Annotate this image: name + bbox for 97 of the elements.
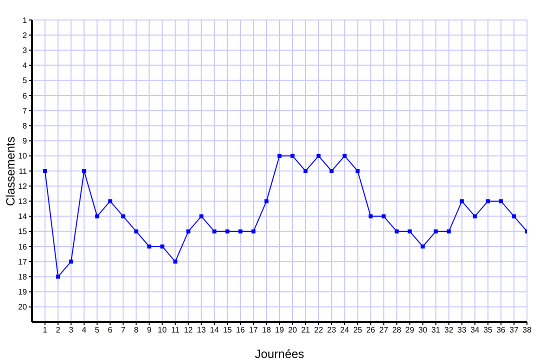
x-tick-label: 34 <box>470 326 480 335</box>
y-tick-label: 11 <box>18 166 28 176</box>
x-tick-label: 32 <box>444 326 454 335</box>
point <box>173 260 178 264</box>
point <box>356 169 360 173</box>
point <box>264 199 268 204</box>
x-tick-label: 2 <box>56 326 61 335</box>
y-tick-label: 20 <box>18 302 28 312</box>
x-tick-label: 19 <box>275 326 284 335</box>
point <box>69 260 74 264</box>
point <box>108 199 112 204</box>
x-tick-label: 14 <box>210 326 220 335</box>
point <box>212 229 216 234</box>
x-tick-label: 12 <box>184 326 194 335</box>
point <box>278 154 282 158</box>
point <box>342 154 347 158</box>
x-tick-label: 21 <box>301 326 311 335</box>
point <box>394 229 399 234</box>
x-tick-label: 4 <box>82 326 87 335</box>
point <box>420 244 425 248</box>
x-tick-label: 6 <box>108 326 113 335</box>
x-tick-label: 36 <box>496 326 506 335</box>
x-tick-label: 11 <box>171 326 180 335</box>
x-tick-label: 37 <box>510 326 519 335</box>
point <box>368 214 373 218</box>
y-tick-label: 10 <box>18 152 28 161</box>
point <box>486 199 490 204</box>
point <box>498 199 503 204</box>
x-tick-label: 22 <box>314 326 324 335</box>
x-tick-label: 25 <box>353 326 363 335</box>
y-tick-label: 4 <box>22 61 28 70</box>
x-tick-label: 3 <box>68 326 74 335</box>
y-tick-label: 16 <box>18 242 28 252</box>
point <box>316 154 321 158</box>
x-tick-label: 16 <box>236 326 246 335</box>
point <box>330 169 334 173</box>
point <box>199 214 204 218</box>
y-tick-label: 3 <box>22 46 28 56</box>
y-tick-label: 14 <box>18 212 28 222</box>
x-tick-label: 18 <box>262 326 272 335</box>
point <box>147 244 152 248</box>
x-tick-label: 27 <box>379 326 389 335</box>
y-tick-label: 6 <box>22 91 28 100</box>
x-tick-label: 20 <box>288 326 298 335</box>
x-tick-label: 13 <box>196 326 206 335</box>
x-tick-label: 23 <box>327 326 337 335</box>
y-tick-label: 2 <box>22 30 28 40</box>
x-tick-label: 24 <box>340 326 350 335</box>
x-tick-label: 5 <box>94 326 100 335</box>
point <box>408 229 412 234</box>
point <box>290 154 295 158</box>
point <box>434 229 438 234</box>
y-tick-label: 15 <box>18 227 28 236</box>
x-tick-label: 15 <box>222 326 232 335</box>
point <box>134 229 138 234</box>
x-tick-label: 35 <box>483 326 493 335</box>
x-tick-label: 10 <box>158 326 168 335</box>
x-tick-label: 33 <box>457 326 467 335</box>
x-tick-label: 26 <box>366 326 376 335</box>
y-tick-label: 1 <box>22 16 28 25</box>
x-tick-label: 8 <box>134 326 139 335</box>
point <box>251 229 256 234</box>
point <box>56 274 60 279</box>
point <box>186 229 190 234</box>
point <box>43 169 48 173</box>
x-tick-label: 38 <box>522 326 532 335</box>
point <box>304 169 308 173</box>
point <box>460 199 464 204</box>
point <box>82 169 86 173</box>
x-tick-label: 31 <box>431 326 441 335</box>
x-tick-label: 29 <box>405 326 415 335</box>
x-tick-label: 1 <box>42 326 48 335</box>
y-tick-label: 9 <box>22 136 28 146</box>
y-tick-label: 8 <box>22 122 28 131</box>
y-tick-label: 12 <box>18 182 28 191</box>
y-tick-label: 7 <box>22 106 28 116</box>
point <box>512 214 516 218</box>
y-tick-label: 5 <box>22 76 28 86</box>
y-tick-label: 19 <box>18 288 28 297</box>
x-tick-label: 28 <box>392 326 402 335</box>
point <box>225 229 230 234</box>
x-tick-label: 7 <box>120 326 126 335</box>
y-tick-label: 13 <box>18 197 28 206</box>
point <box>121 214 126 218</box>
x-tick-label: 17 <box>248 326 258 335</box>
point <box>472 214 477 218</box>
point <box>160 244 164 248</box>
y-axis-title: Classements <box>3 136 18 206</box>
point <box>238 229 242 234</box>
x-axis-title: Journées <box>254 347 304 360</box>
x-tick-label: 30 <box>418 326 428 335</box>
point <box>95 214 100 218</box>
point <box>446 229 451 234</box>
y-tick-label: 17 <box>18 257 28 266</box>
y-tick-label: 18 <box>18 272 28 282</box>
point <box>382 214 386 218</box>
x-tick-label: 9 <box>147 326 152 335</box>
